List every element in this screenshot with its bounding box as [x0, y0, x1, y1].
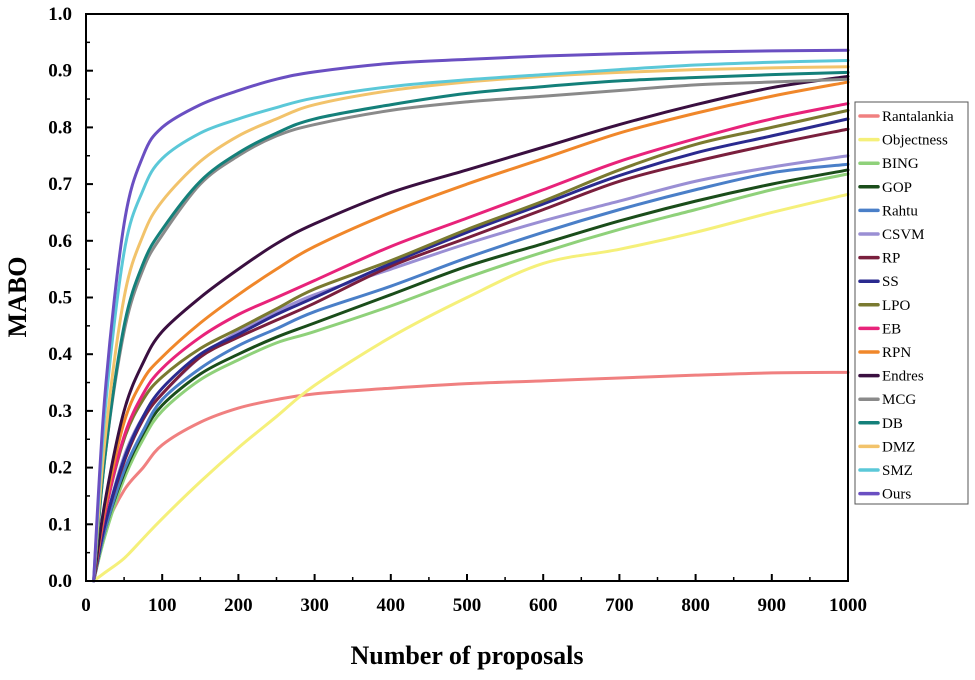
legend-label-smz: SMZ	[882, 463, 913, 479]
legend-label-dmz: DMZ	[882, 439, 915, 455]
series-line-db	[92, 70, 850, 583]
x-tick-label: 0	[81, 595, 91, 616]
x-tick-label: 100	[148, 595, 177, 616]
legend-label-bing: BING	[882, 156, 919, 172]
y-tick-label: 0.1	[48, 514, 72, 535]
y-tick-label: 1.0	[48, 4, 72, 25]
x-tick-label: 200	[224, 595, 253, 616]
series-line-rahtu	[92, 162, 850, 583]
legend-label-ss: SS	[882, 274, 899, 290]
y-tick-label: 0.3	[48, 401, 72, 422]
x-tick-label: 900	[758, 595, 787, 616]
legend-label-endres: Endres	[882, 369, 924, 385]
series-line-bing	[92, 172, 850, 583]
legend-label-ours: Ours	[882, 487, 911, 503]
legend: Rantalankia Objectness BING GOP Rahtu CSVM RP S…	[854, 101, 969, 505]
x-axis-title: Number of proposals	[350, 641, 583, 670]
series-line-ss	[92, 117, 850, 583]
series-layer	[92, 48, 850, 583]
x-tick-label: 800	[681, 595, 710, 616]
series-line-dmz	[92, 65, 850, 583]
y-axis-title: MABO	[3, 257, 32, 338]
legend-items: Rantalankia Objectness BING GOP Rahtu CSVM RP S…	[858, 109, 954, 503]
y-tick-label: 0.2	[48, 458, 72, 479]
legend-label-eb: EB	[882, 321, 901, 337]
legend-label-objectness: Objectness	[882, 133, 948, 149]
x-tick-label: 400	[377, 595, 406, 616]
y-tick-label: 0.5	[48, 288, 72, 309]
legend-label-lpo: LPO	[882, 298, 911, 314]
series-line-ours	[92, 48, 850, 583]
series-line-endres	[92, 74, 850, 583]
ticks-layer: 0 100 200 300 400 500 600 700 800 900 1000 0.0 0.1 0.…	[48, 4, 867, 616]
y-tick-label: 0.7	[48, 174, 72, 195]
x-tick-label: 700	[605, 595, 634, 616]
x-tick-label: 600	[529, 595, 558, 616]
series-line-rantalankia	[92, 370, 850, 583]
y-tick-label: 0.9	[48, 61, 72, 82]
series-line-eb	[92, 102, 850, 583]
legend-label-rantalankia: Rantalankia	[882, 109, 954, 125]
series-line-rpn	[92, 80, 850, 583]
y-tick-label: 0.6	[48, 231, 72, 252]
y-tick-label: 0.8	[48, 117, 72, 138]
series-line-lpo	[92, 108, 850, 583]
legend-label-rpn: RPN	[882, 345, 911, 361]
x-tick-label: 300	[300, 595, 329, 616]
legend-label-mcg: MCG	[882, 392, 916, 408]
legend-label-rp: RP	[882, 251, 900, 267]
series-line-smz	[92, 58, 850, 583]
legend-box	[854, 101, 969, 505]
x-tick-label: 500	[453, 595, 482, 616]
legend-label-gop: GOP	[882, 180, 912, 196]
legend-label-csvm: CSVM	[882, 227, 925, 243]
x-tick-label: 1000	[829, 595, 867, 616]
y-tick-label: 0.4	[48, 344, 72, 365]
legend-label-rahtu: Rahtu	[882, 203, 918, 219]
series-line-objectness	[92, 192, 850, 583]
y-tick-label: 0.0	[48, 571, 72, 592]
legend-label-db: DB	[882, 416, 903, 432]
